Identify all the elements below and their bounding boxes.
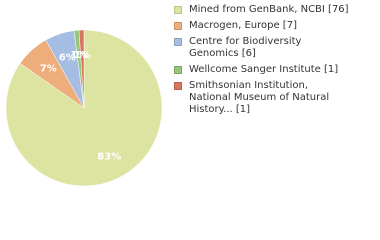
slice-label: 83% [97, 151, 121, 162]
legend-label: Smithsonian Institution, National Museum… [189, 80, 330, 115]
legend-label: Mined from GenBank, NCBI [76] [189, 4, 349, 15]
legend-swatch [174, 38, 182, 46]
legend-swatch [174, 22, 182, 30]
legend-item: Centre for Biodiversity Genomics [6] [174, 36, 374, 60]
slice-label: 1% [70, 50, 87, 61]
legend: Mined from GenBank, NCBI [76] Macrogen, E… [174, 4, 374, 120]
legend-item: Macrogen, Europe [7] [174, 20, 374, 32]
slice-label: 1% [74, 50, 91, 61]
pie-area: 83% 7%6%1%1% [5, 29, 163, 187]
slice-label: 7% [40, 64, 57, 75]
legend-item: Wellcome Sanger Institute [1] [174, 64, 374, 76]
legend-label: Centre for Biodiversity Genomics [6] [189, 36, 302, 59]
legend-swatch [174, 6, 182, 14]
legend-item: Mined from GenBank, NCBI [76] [174, 4, 374, 16]
legend-label: Wellcome Sanger Institute [1] [189, 64, 339, 75]
slice-label: 6% [59, 53, 76, 64]
pie-slice [78, 29, 85, 109]
legend-swatch [174, 82, 182, 90]
legend-label: Macrogen, Europe [7] [189, 20, 297, 31]
legend-item: Smithsonian Institution, National Museum… [174, 80, 374, 116]
legend-swatch [174, 66, 182, 74]
